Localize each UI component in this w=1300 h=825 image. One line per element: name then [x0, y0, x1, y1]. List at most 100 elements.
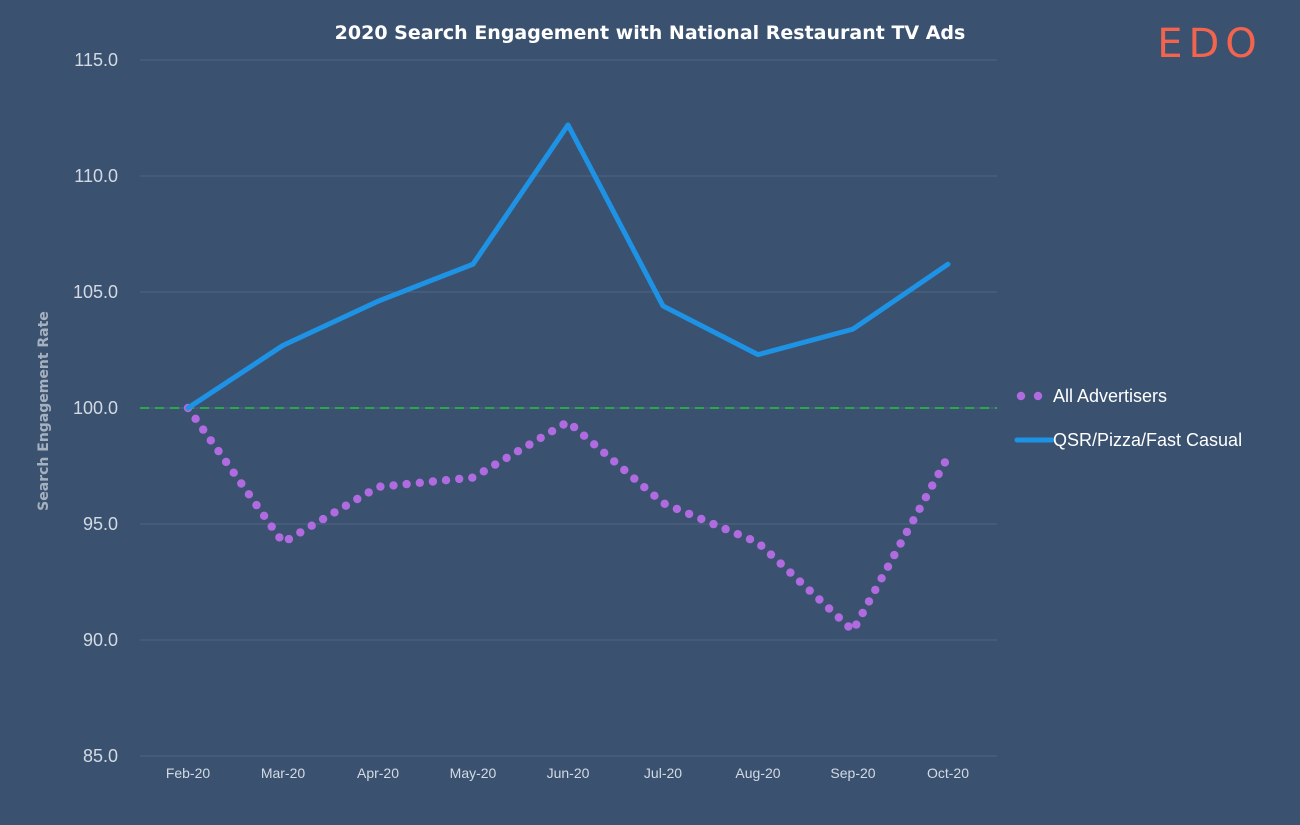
series-dot [296, 528, 305, 537]
series-dot [353, 494, 362, 504]
series-dot [795, 577, 805, 586]
series-dot [709, 519, 718, 529]
y-tick-label: 105.0 [73, 282, 118, 302]
legend-item: QSR/Pizza/Fast Casual [1014, 430, 1242, 450]
series-dot [199, 425, 208, 434]
series-dot [915, 504, 924, 513]
legend-item: All Advertisers [1016, 386, 1167, 406]
series-dot [815, 595, 824, 604]
y-tick-label: 115.0 [74, 50, 118, 70]
series-dot [883, 562, 893, 571]
series-dot [376, 482, 385, 491]
y-tick-label: 95.0 [83, 514, 118, 534]
series-dot [630, 474, 639, 483]
x-tick-label: May-20 [450, 765, 497, 781]
y-tick-label: 100.0 [73, 398, 118, 418]
series-dot [805, 586, 814, 595]
series-dot [610, 457, 619, 466]
series-dot [525, 440, 534, 449]
series-dot [940, 458, 950, 467]
series-dot [864, 597, 874, 606]
series-dot [786, 568, 795, 577]
series-dot [237, 479, 246, 488]
series-dot [559, 420, 568, 429]
y-tick-label: 85.0 [83, 746, 118, 766]
series-dot [757, 541, 766, 550]
series-dot [852, 620, 861, 629]
series-dot [389, 481, 398, 490]
series-dot [745, 535, 755, 544]
series-dot [858, 608, 867, 618]
series-dot [640, 483, 649, 492]
series-all-advertisers [183, 403, 950, 631]
series-dot [252, 500, 261, 510]
series-dot [479, 467, 488, 476]
series-dot [364, 488, 373, 497]
series-dot [650, 491, 659, 500]
legend: All Advertisers QSR/Pizza/Fast Casual [1014, 386, 1242, 450]
series-dot [428, 477, 438, 486]
series-dot [672, 504, 682, 514]
x-axis-ticks: Feb-20 Mar-20 Apr-20 May-20 Jun-20 Jul-20 Aug-… [166, 765, 969, 781]
series-dot [569, 422, 579, 432]
series-group [183, 122, 951, 631]
x-tick-label: Jul-20 [644, 765, 682, 781]
series-dot [590, 440, 599, 449]
series-dot [284, 534, 294, 544]
series-dot [191, 414, 200, 423]
series-dot [733, 530, 742, 539]
series-dot [341, 501, 351, 510]
series-dot [441, 476, 451, 485]
series-dot [684, 509, 694, 519]
series-dot [902, 527, 912, 537]
series-dot [402, 479, 411, 489]
series-dot [934, 469, 943, 479]
series-dot [513, 447, 523, 456]
x-tick-label: Feb-20 [166, 765, 211, 781]
legend-label: QSR/Pizza/Fast Casual [1053, 430, 1242, 450]
series-dot [921, 493, 931, 502]
series-dot [455, 474, 464, 484]
series-dot [909, 516, 918, 525]
series-dot [275, 533, 284, 542]
series-dot [579, 431, 589, 440]
series-dot [206, 436, 215, 445]
series-dot [600, 448, 609, 457]
x-tick-label: Sep-20 [830, 765, 875, 781]
series-dot [890, 550, 899, 560]
series-dot [415, 478, 424, 487]
x-tick-label: Mar-20 [261, 765, 306, 781]
legend-swatch [1033, 391, 1043, 401]
legend-label: All Advertisers [1053, 386, 1167, 406]
series-dot [547, 427, 557, 436]
x-tick-label: Aug-20 [735, 765, 780, 781]
series-dot [502, 453, 511, 463]
series-dot [871, 585, 880, 595]
legend-swatch [1016, 391, 1026, 401]
series-line [185, 122, 951, 411]
series-dot [330, 508, 339, 517]
series-dot [491, 460, 500, 469]
x-tick-label: Oct-20 [927, 765, 969, 781]
series-dot [697, 514, 706, 524]
series-dot [660, 499, 669, 508]
series-dot [244, 490, 254, 499]
series-dot [824, 604, 834, 613]
series-dot [620, 465, 629, 475]
x-tick-label: Jun-20 [547, 765, 590, 781]
y-tick-label: 90.0 [83, 630, 118, 650]
series-dot [318, 514, 328, 524]
series-dot [844, 622, 853, 631]
edo-logo: EDO [1157, 21, 1263, 67]
series-dot [877, 574, 886, 583]
series-dot [267, 522, 276, 531]
series-qsr-pizza-fast-casual [185, 122, 951, 411]
series-dot [221, 457, 231, 467]
series-dot [896, 539, 905, 548]
series-dot [766, 550, 776, 559]
y-axis-label: Search Engagement Rate [36, 311, 52, 511]
series-dot [776, 559, 785, 568]
x-tick-label: Apr-20 [357, 765, 399, 781]
series-dot [229, 468, 238, 477]
